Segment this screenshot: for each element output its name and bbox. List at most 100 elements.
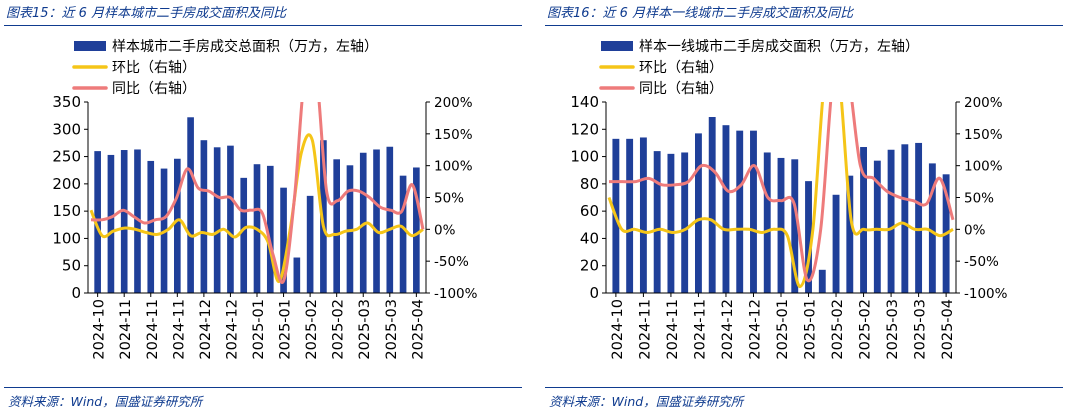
left-tick-label: 50 xyxy=(62,257,81,275)
x-tick-label: 2025-03 xyxy=(357,299,373,360)
source-note: 资料来源：Wind，国盛证券研究所 xyxy=(549,394,744,409)
bar xyxy=(750,130,757,293)
left-tick-label: 0 xyxy=(71,284,81,302)
source-rule xyxy=(4,387,522,388)
x-tick-label: 2024-12 xyxy=(720,299,736,360)
bar xyxy=(227,145,234,293)
bar xyxy=(373,149,380,293)
bar xyxy=(639,137,647,293)
bar xyxy=(174,158,181,293)
bar xyxy=(695,133,702,293)
bar xyxy=(928,163,936,293)
bar xyxy=(413,167,420,293)
right-tick-label: 200% xyxy=(964,95,1003,111)
x-tick-label: 2024-11 xyxy=(692,299,708,360)
x-tick-label: 2024-11 xyxy=(118,299,134,360)
bar xyxy=(860,147,867,293)
source-rule xyxy=(545,387,1063,388)
x-tick-label: 2024-11 xyxy=(171,299,187,360)
right-tick-label: 0% xyxy=(964,222,986,238)
legend-label: 环比（右轴） xyxy=(639,60,723,76)
bar xyxy=(832,194,840,293)
legend-label: 同比（右轴） xyxy=(639,81,723,97)
bar xyxy=(681,152,689,293)
bar xyxy=(120,150,128,293)
left-tick-label: 200 xyxy=(52,175,81,193)
chart-area: 样本城市二手房成交总面积（万方，左轴） 环比（右轴） 同比（右轴） 0 50 100 150… xyxy=(52,38,478,360)
left-tick-label: 40 xyxy=(580,229,599,247)
x-tick-label: 2025-01 xyxy=(251,299,267,360)
left-tick-label: 60 xyxy=(580,202,599,220)
legend-label: 样本城市二手房成交总面积（万方，左轴） xyxy=(112,38,378,55)
bar xyxy=(359,152,367,293)
bar xyxy=(915,142,923,293)
bar xyxy=(320,140,327,293)
bar xyxy=(887,149,895,293)
left-tick-label: 150 xyxy=(52,202,81,220)
x-tick-label: 2025-02 xyxy=(331,299,347,360)
right-tick-label: -50% xyxy=(434,254,469,270)
bar xyxy=(626,138,634,293)
right-tick-label: 50% xyxy=(964,191,994,207)
x-tick-label: 2024-12 xyxy=(198,299,214,360)
bar xyxy=(777,157,785,293)
bar xyxy=(213,147,221,293)
x-tick-label: 2025-03 xyxy=(913,299,929,360)
bar xyxy=(280,187,287,293)
right-tick-label: 150% xyxy=(434,127,473,143)
bar xyxy=(266,165,274,293)
x-tick-label: 2025-04 xyxy=(940,299,956,360)
x-tick-label: 2024-10 xyxy=(610,299,626,360)
bar xyxy=(708,117,716,293)
x-tick-label: 2025-02 xyxy=(830,299,846,360)
bar xyxy=(147,160,155,293)
bar xyxy=(386,146,394,293)
left-tick-label: 140 xyxy=(570,93,599,111)
bar xyxy=(94,151,101,293)
x-tick-label: 2025-01 xyxy=(803,299,819,360)
right-tick-label: 50% xyxy=(434,191,464,207)
legend-label: 同比（右轴） xyxy=(112,81,196,97)
left-tick-label: 100 xyxy=(570,148,599,166)
right-tick-label: 100% xyxy=(434,159,473,175)
legend-bar-swatch xyxy=(74,41,106,51)
x-tick-label: 2025-03 xyxy=(885,299,901,360)
bar xyxy=(107,154,115,293)
right-tick-label: -50% xyxy=(964,254,999,270)
source-note: 资料来源：Wind，国盛证券研究所 xyxy=(8,394,203,409)
bar xyxy=(818,269,826,293)
bar xyxy=(722,125,730,293)
legend-bar-swatch xyxy=(601,41,633,51)
x-tick-label: 2025-01 xyxy=(775,299,791,360)
bar xyxy=(791,159,799,293)
left-tick-label: 250 xyxy=(52,148,81,166)
bar xyxy=(846,175,854,293)
bar xyxy=(399,175,407,293)
bar xyxy=(873,160,881,293)
bar xyxy=(805,181,812,293)
left-tick-label: 300 xyxy=(52,120,81,138)
bar xyxy=(653,151,661,293)
bar xyxy=(306,195,314,293)
x-tick-label: 2024-11 xyxy=(665,299,681,360)
bar xyxy=(134,149,141,293)
bar xyxy=(736,130,744,293)
left-tick-label: 0 xyxy=(589,284,599,302)
x-tick-label: 2024-11 xyxy=(145,299,161,360)
right-tick-label: -100% xyxy=(434,286,478,302)
figure-title: 图表16：近 6 月样本一线城市二手房成交面积及同比 xyxy=(547,6,854,21)
left-tick-label: 80 xyxy=(580,175,599,193)
right-tick-label: 150% xyxy=(964,127,1003,143)
left-tick-label: 350 xyxy=(52,93,81,111)
right-tick-label: 200% xyxy=(434,95,473,111)
x-tick-label: 2025-02 xyxy=(304,299,320,360)
bar xyxy=(240,177,248,293)
mom-line xyxy=(89,133,424,284)
left-tick-label: 20 xyxy=(580,257,599,275)
right-tick-label: 100% xyxy=(964,159,1003,175)
chart-panel-left: 图表15：近 6 月样本城市二手房成交面积及同比 样本城市二手房成交总面积（万方… xyxy=(4,0,524,414)
mom-line xyxy=(607,102,954,289)
x-tick-label: 2025-04 xyxy=(410,299,426,360)
bar xyxy=(901,144,909,293)
x-tick-label: 2025-02 xyxy=(858,299,874,360)
